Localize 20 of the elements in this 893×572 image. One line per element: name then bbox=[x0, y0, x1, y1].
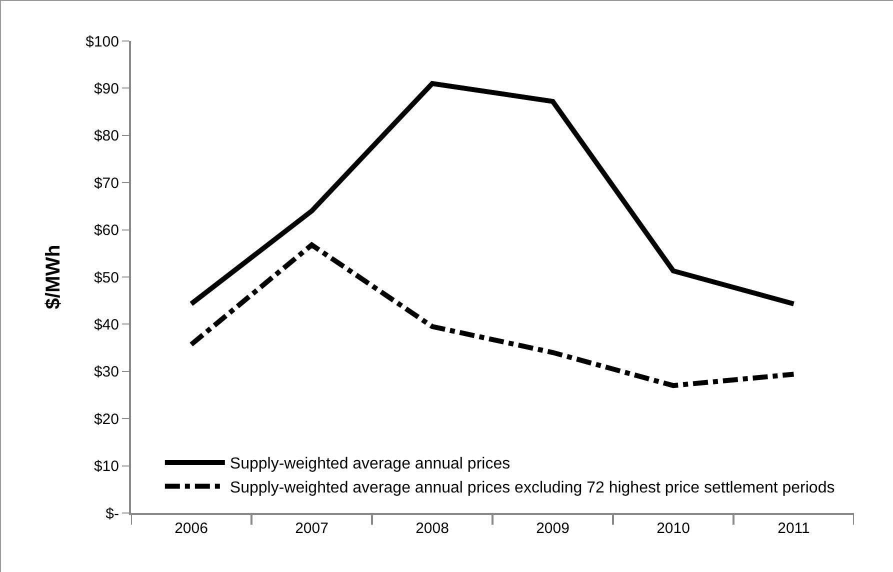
legend-label: Supply-weighted average annual prices bbox=[230, 456, 510, 473]
y-tick-label: $10 bbox=[94, 458, 119, 476]
y-tick-label: $90 bbox=[94, 80, 119, 98]
y-tick-label: $20 bbox=[94, 410, 119, 428]
y-tick-label: $40 bbox=[94, 316, 119, 334]
x-tick-label: 2011 bbox=[778, 520, 810, 537]
x-tick-label: 2007 bbox=[295, 520, 328, 537]
y-axis-title: $/MWh bbox=[42, 244, 65, 310]
y-tick-label: $70 bbox=[94, 174, 119, 192]
y-tick-label: $50 bbox=[94, 269, 119, 286]
x-tick-label: 2008 bbox=[416, 520, 449, 537]
y-tick-label: $30 bbox=[94, 364, 119, 381]
y-tick-label: $- bbox=[106, 505, 119, 522]
y-tick-label: $80 bbox=[94, 128, 119, 145]
y-tick-label: $100 bbox=[86, 33, 119, 50]
x-tick-label: 2010 bbox=[656, 520, 690, 537]
y-tick-label: $60 bbox=[94, 222, 119, 240]
legend-label: Supply-weighted average annual prices excluding 72 highest price settlement periods bbox=[230, 480, 835, 496]
x-tick-label: 2006 bbox=[174, 520, 208, 537]
x-tick-label: 2009 bbox=[536, 520, 570, 537]
